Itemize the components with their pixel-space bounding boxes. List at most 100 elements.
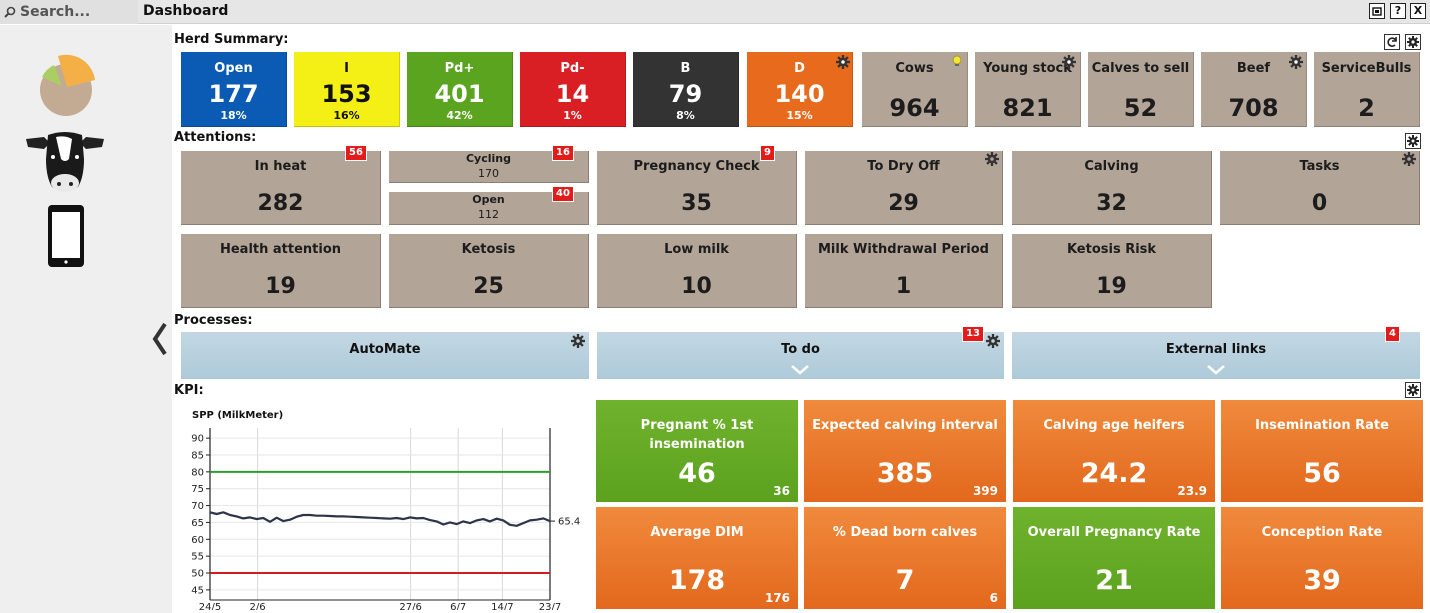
process-label: External links	[1165, 342, 1267, 357]
gear-icon[interactable]	[1062, 55, 1076, 69]
process-external-links[interactable]: External links 4	[1012, 326, 1420, 379]
herd-tile-b[interactable]: B 79 8%	[633, 52, 739, 127]
kpi-settings-button[interactable]	[1405, 382, 1421, 398]
restore-icon	[1372, 7, 1382, 16]
kpi-target: 399	[972, 484, 998, 498]
process-to-do[interactable]: To do 13	[597, 326, 1004, 379]
chevron-down-icon[interactable]	[790, 364, 810, 376]
kpi-tile-insemination-rate[interactable]: Insemination Rate 56	[1221, 400, 1423, 502]
attention-tile-tasks[interactable]: Tasks 0	[1220, 151, 1420, 225]
herd-tile-cows[interactable]: Cows 964	[862, 52, 968, 127]
attention-tile-milk-withdrawal-period[interactable]: Milk Withdrawal Period 1	[805, 234, 1003, 308]
tile-value: 401	[434, 80, 485, 108]
herd-tile-i[interactable]: I 153 16%	[294, 52, 400, 127]
spp-chart-svg: SPP (MilkMeter) 24/5 2/6 27/6 6/7 14/7 23/7 45…	[191, 410, 580, 613]
kpi-value: 56	[1303, 458, 1341, 489]
tile-value: 10	[681, 274, 712, 299]
kpi-label: % Dead born calves	[832, 525, 978, 540]
herd-tile-pd[interactable]: Pd- 14 1%	[520, 52, 626, 127]
attentions-settings-button[interactable]	[1405, 133, 1421, 149]
todo-count-badge: 13	[962, 326, 984, 342]
kpi-value: 46	[678, 458, 716, 489]
tile-value: 79	[668, 80, 703, 108]
gear-icon[interactable]	[985, 152, 999, 166]
gear-icon[interactable]	[836, 55, 850, 69]
gear-icon[interactable]	[1402, 152, 1416, 166]
chart-y-tick-label: 90	[191, 434, 204, 445]
herd-tile-calves-to-sell[interactable]: Calves to sell 52	[1088, 52, 1194, 127]
chart-x-tick-label: 27/6	[399, 602, 421, 610]
tile-value: 140	[774, 80, 825, 108]
herd-tile-young-stock[interactable]: Young stock 821	[975, 52, 1081, 127]
kpi-tile-overall-pregnancy-rate[interactable]: Overall Pregnancy Rate 21	[1013, 507, 1215, 609]
herd-tile-beef[interactable]: Beef 708	[1201, 52, 1307, 127]
tile-label: Cycling	[465, 152, 511, 165]
pie-chart-icon[interactable]	[34, 53, 98, 117]
process-automate[interactable]: AutoMate	[181, 332, 589, 379]
attention-count-badge: 9	[760, 145, 775, 161]
chart-y-tick-label: 45	[191, 585, 204, 596]
top-bar: Search... Dashboard ? X	[0, 0, 1430, 24]
gear-icon[interactable]	[571, 334, 585, 348]
close-button[interactable]: X	[1410, 3, 1426, 19]
herd-tile-servicebulls[interactable]: ServiceBulls 2	[1314, 52, 1420, 127]
attention-tile-ketosis-risk[interactable]: Ketosis Risk 19	[1012, 234, 1212, 308]
attention-tile-health-attention[interactable]: Health attention 19	[181, 234, 381, 308]
kpi-tile-calving-age-heifers[interactable]: Calving age heifers 24.2 23.9	[1013, 400, 1215, 502]
kpi-value: 7	[895, 565, 915, 596]
help-button[interactable]: ?	[1390, 3, 1406, 19]
tile-value: 52	[1123, 94, 1158, 122]
chart-y-tick-label: 65	[191, 518, 204, 529]
search-input[interactable]: Search...	[0, 0, 138, 24]
herd-summary-settings-button[interactable]	[1405, 34, 1421, 50]
restore-button[interactable]	[1369, 3, 1385, 19]
attention-count-badge: 40	[552, 186, 574, 202]
tile-value: 964	[889, 94, 940, 122]
chevron-down-icon[interactable]	[1206, 364, 1226, 376]
kpi-label: Insemination Rate	[1255, 418, 1389, 433]
cow-icon[interactable]	[22, 129, 108, 195]
tile-label: Open	[214, 61, 253, 76]
attention-tile-low-milk[interactable]: Low milk 10	[597, 234, 797, 308]
herd-tile-open[interactable]: Open 177 18%	[181, 52, 287, 127]
gear-icon[interactable]	[1289, 55, 1303, 69]
attention-tile-ketosis[interactable]: Ketosis 25	[389, 234, 589, 308]
page-title: Dashboard	[143, 3, 229, 19]
tile-percent: 16%	[333, 109, 360, 122]
kpi-value: 24.2	[1080, 458, 1148, 489]
kpi-tile-average-dim[interactable]: Average DIM 178 176	[596, 507, 798, 609]
attention-tile-in-heat[interactable]: In heat 282	[181, 151, 381, 225]
chart-y-tick-label: 75	[191, 484, 204, 495]
kpi-tile-conception-rate[interactable]: Conception Rate 39	[1221, 507, 1423, 609]
kpi-value: 21	[1095, 565, 1133, 596]
tile-value: 29	[888, 191, 919, 216]
chart-y-tick-label: 60	[191, 535, 204, 546]
attention-tile-calving[interactable]: Calving 32	[1012, 151, 1212, 225]
chart-x-tick-label: 6/7	[450, 602, 466, 610]
kpi-tile-dead-born-calves[interactable]: % Dead born calves 7 6	[804, 507, 1006, 609]
herd-tile-d[interactable]: D 140 15%	[747, 52, 853, 127]
spp-chart[interactable]: SPP (MilkMeter) 24/5 2/6 27/6 6/7 14/7 23/7 45…	[180, 400, 590, 613]
gear-icon[interactable]	[986, 334, 1000, 348]
chart-title: SPP (MilkMeter)	[192, 410, 283, 421]
collapse-sidebar-icon[interactable]	[150, 322, 170, 356]
lightbulb-icon[interactable]	[951, 55, 963, 67]
mobile-phone-icon[interactable]	[47, 204, 85, 268]
tile-label: Health attention	[219, 242, 342, 257]
tile-value: 25	[473, 274, 504, 299]
refresh-button[interactable]	[1384, 34, 1400, 50]
attentions-title: Attentions:	[174, 130, 257, 145]
tile-value: 170	[478, 167, 499, 180]
attention-tile-pregnancy-check[interactable]: Pregnancy Check 35	[597, 151, 797, 225]
gear-icon	[1407, 36, 1419, 48]
kpi-tile-pregnant-1st-insemination[interactable]: Pregnant % 1st insemination 46 36	[596, 400, 798, 502]
tile-percent: 42%	[446, 109, 473, 122]
kpi-label: Average DIM	[650, 525, 744, 540]
attention-tile-to-dry-off[interactable]: To Dry Off 29	[805, 151, 1003, 225]
process-label: AutoMate	[349, 342, 421, 357]
kpi-target: 176	[764, 591, 790, 605]
herd-tile-pd[interactable]: Pd+ 401 42%	[407, 52, 513, 127]
chart-x-tick-label: 2/6	[250, 602, 266, 610]
kpi-tile-expected-calving-interval[interactable]: Expected calving interval 385 399	[804, 400, 1006, 502]
kpi-label: Expected calving interval	[812, 418, 998, 433]
